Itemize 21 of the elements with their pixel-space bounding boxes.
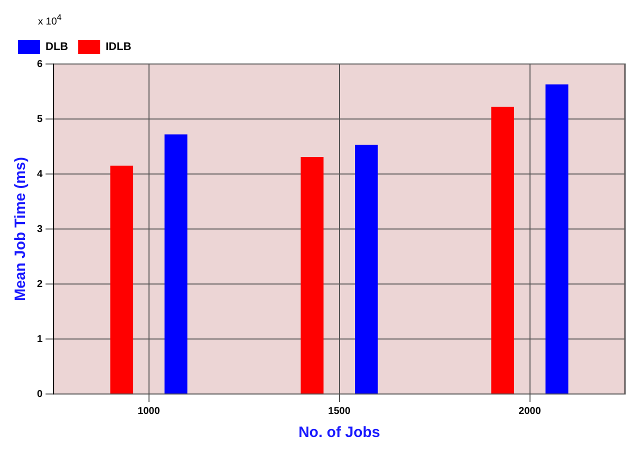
x-tick-label: 2000 — [518, 406, 542, 417]
y-tick-label: 6 — [37, 58, 43, 70]
y-axis-title: Mean Job Time (ms) — [12, 157, 30, 301]
bar — [164, 134, 188, 394]
x-tick-label: 1000 — [138, 406, 160, 417]
text: x 10$^{4}$ — [38, 12, 62, 28]
y-tick-label: 1 — [37, 334, 43, 345]
y-tick-label: 3 — [37, 224, 43, 235]
bar — [491, 106, 514, 394]
x-tick-label: 1500 — [328, 406, 351, 417]
y-tick-label: 0 — [37, 388, 43, 400]
bar — [110, 166, 134, 394]
y-tick-label: 4 — [37, 168, 43, 180]
x-axis-title: No. of Jobs — [298, 424, 380, 442]
y-tick-label: 2 — [37, 278, 43, 290]
y-tick-label: 5 — [37, 114, 43, 125]
bar — [355, 144, 378, 394]
legend-label: DLB — [46, 41, 68, 54]
bar — [546, 84, 568, 394]
bar — [300, 156, 324, 394]
legend-label: IDLB — [106, 41, 132, 54]
